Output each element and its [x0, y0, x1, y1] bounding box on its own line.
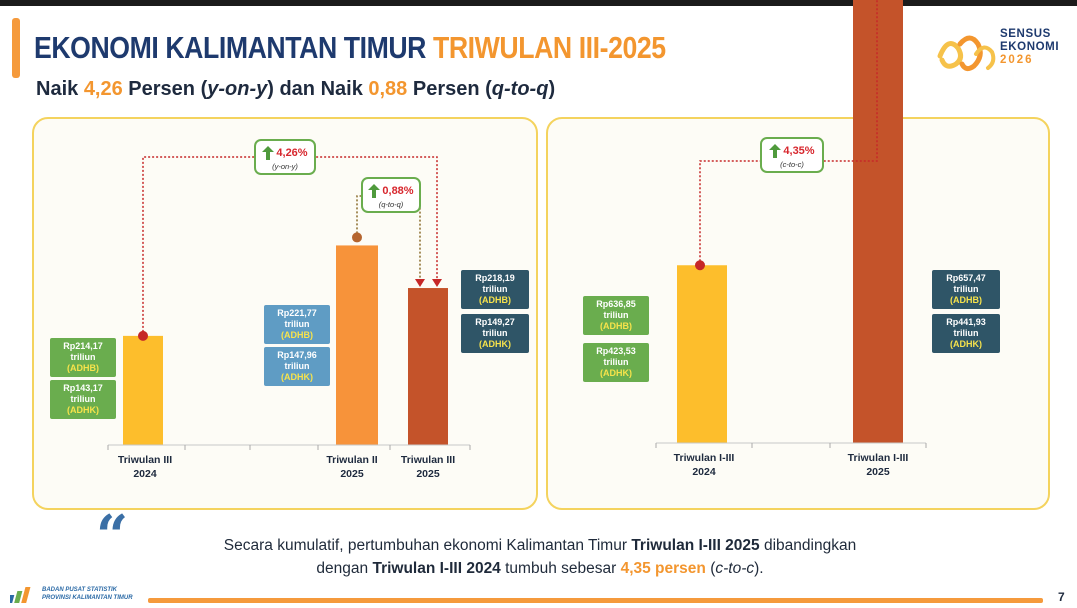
page-number: 7 — [1058, 590, 1065, 604]
cum-bar-1 — [853, 0, 903, 443]
footer-organization: BADAN PUSAT STATISTIK PROVINSI KALIMANTA… — [42, 587, 133, 601]
value-box-adhk-q3-2025: Rp149,27 triliun (ADHK) — [461, 314, 529, 353]
sensus-ekonomi-logo-icon — [937, 35, 996, 72]
subtitle-text: Naik — [36, 78, 84, 100]
title-accent-bar — [12, 18, 20, 78]
category-label-q3-2025: Triwulan III 2025 — [400, 454, 456, 480]
value-box-adhk-q2-2025: Rp147,96 triliun (ADHK) — [264, 347, 330, 386]
bar-2 — [408, 288, 448, 445]
value-box-adhb-q2-2025: Rp221,77 triliun (ADHB) — [264, 305, 330, 344]
category-label-q3-2024: Triwulan III 2024 — [117, 454, 173, 480]
subtitle-text: Persen ( — [407, 78, 492, 100]
growth-callout-ctc: 4,35% (c-to-c) — [760, 137, 824, 173]
page-title: EKONOMI KALIMANTAN TIMUR TRIWULAN III-20… — [34, 30, 666, 66]
cum-bar-0 — [677, 265, 727, 443]
subtitle-text: ) — [548, 78, 556, 100]
value-box-adhb-q3-2025: Rp218,19 triliun (ADHB) — [461, 270, 529, 309]
value-box-adhb-q1q3-2024: Rp636,85 triliun (ADHB) — [583, 296, 649, 335]
category-label-q1q3-2025: Triwulan I-III 2025 — [847, 452, 909, 478]
category-label-q2-2025: Triwulan II 2025 — [326, 454, 378, 480]
quote-icon: “ — [96, 503, 129, 569]
bar-1 — [336, 245, 378, 445]
up-arrow-icon — [368, 183, 381, 198]
logo-year: 2026 — [1000, 54, 1034, 66]
value-box-adhb-q1q3-2025: Rp657,47 triliun (ADHB) — [932, 270, 1000, 309]
bps-logo-icon — [10, 587, 31, 603]
page-subtitle: Naik 4,26 Persen (y-on-y) dan Naik 0,88 … — [36, 78, 555, 101]
bar-0 — [123, 335, 163, 445]
value-box-adhk-q1q3-2025: Rp441,93 triliun (ADHK) — [932, 314, 1000, 353]
up-arrow-icon — [769, 143, 782, 158]
ctc-connector — [699, 0, 878, 266]
yoy-start-dot — [138, 330, 148, 341]
footer-accent-bar — [148, 598, 1043, 603]
title-main: EKONOMI KALIMANTAN TIMUR — [34, 30, 427, 65]
ctc-start-dot — [695, 260, 705, 271]
sensus-ekonomi-logo-text: SENSUS EKONOMI 2026 — [1000, 28, 1059, 67]
qtq-start-dot — [352, 232, 362, 243]
summary-note: Secara kumulatif, pertumbuhan ekonomi Ka… — [223, 537, 857, 577]
qtq-arrow-icon — [415, 279, 425, 288]
value-box-adhk-q3-2024: Rp143,17 triliun (ADHK) — [50, 380, 116, 419]
yoy-arrow-icon — [432, 279, 442, 288]
logo-line-1: SENSUS — [1000, 28, 1051, 40]
category-label-q1q3-2024: Triwulan I-III 2024 — [673, 452, 735, 478]
logo-line-2: EKONOMI — [1000, 41, 1060, 53]
subtitle-qtq-value: 0,88 — [368, 78, 408, 100]
growth-callout-yoy: 4,26% (y-on-y) — [254, 139, 316, 175]
up-arrow-icon — [262, 145, 275, 160]
growth-callout-qtq: 0,88% (q-to-q) — [361, 177, 421, 213]
subtitle-yoy-term: y-on-y — [207, 78, 268, 100]
value-box-adhb-q3-2024: Rp214,17 triliun (ADHB) — [50, 338, 116, 377]
subtitle-text: Persen ( — [122, 78, 208, 100]
title-period: TRIWULAN III-2025 — [432, 30, 666, 65]
value-box-adhk-q1q3-2024: Rp423,53 triliun (ADHK) — [583, 343, 649, 382]
subtitle-text: ) dan Naik — [267, 78, 369, 100]
subtitle-qtq-term: q-to-q — [491, 78, 549, 100]
subtitle-yoy-value: 4,26 — [83, 78, 123, 100]
top-border — [0, 0, 1077, 6]
